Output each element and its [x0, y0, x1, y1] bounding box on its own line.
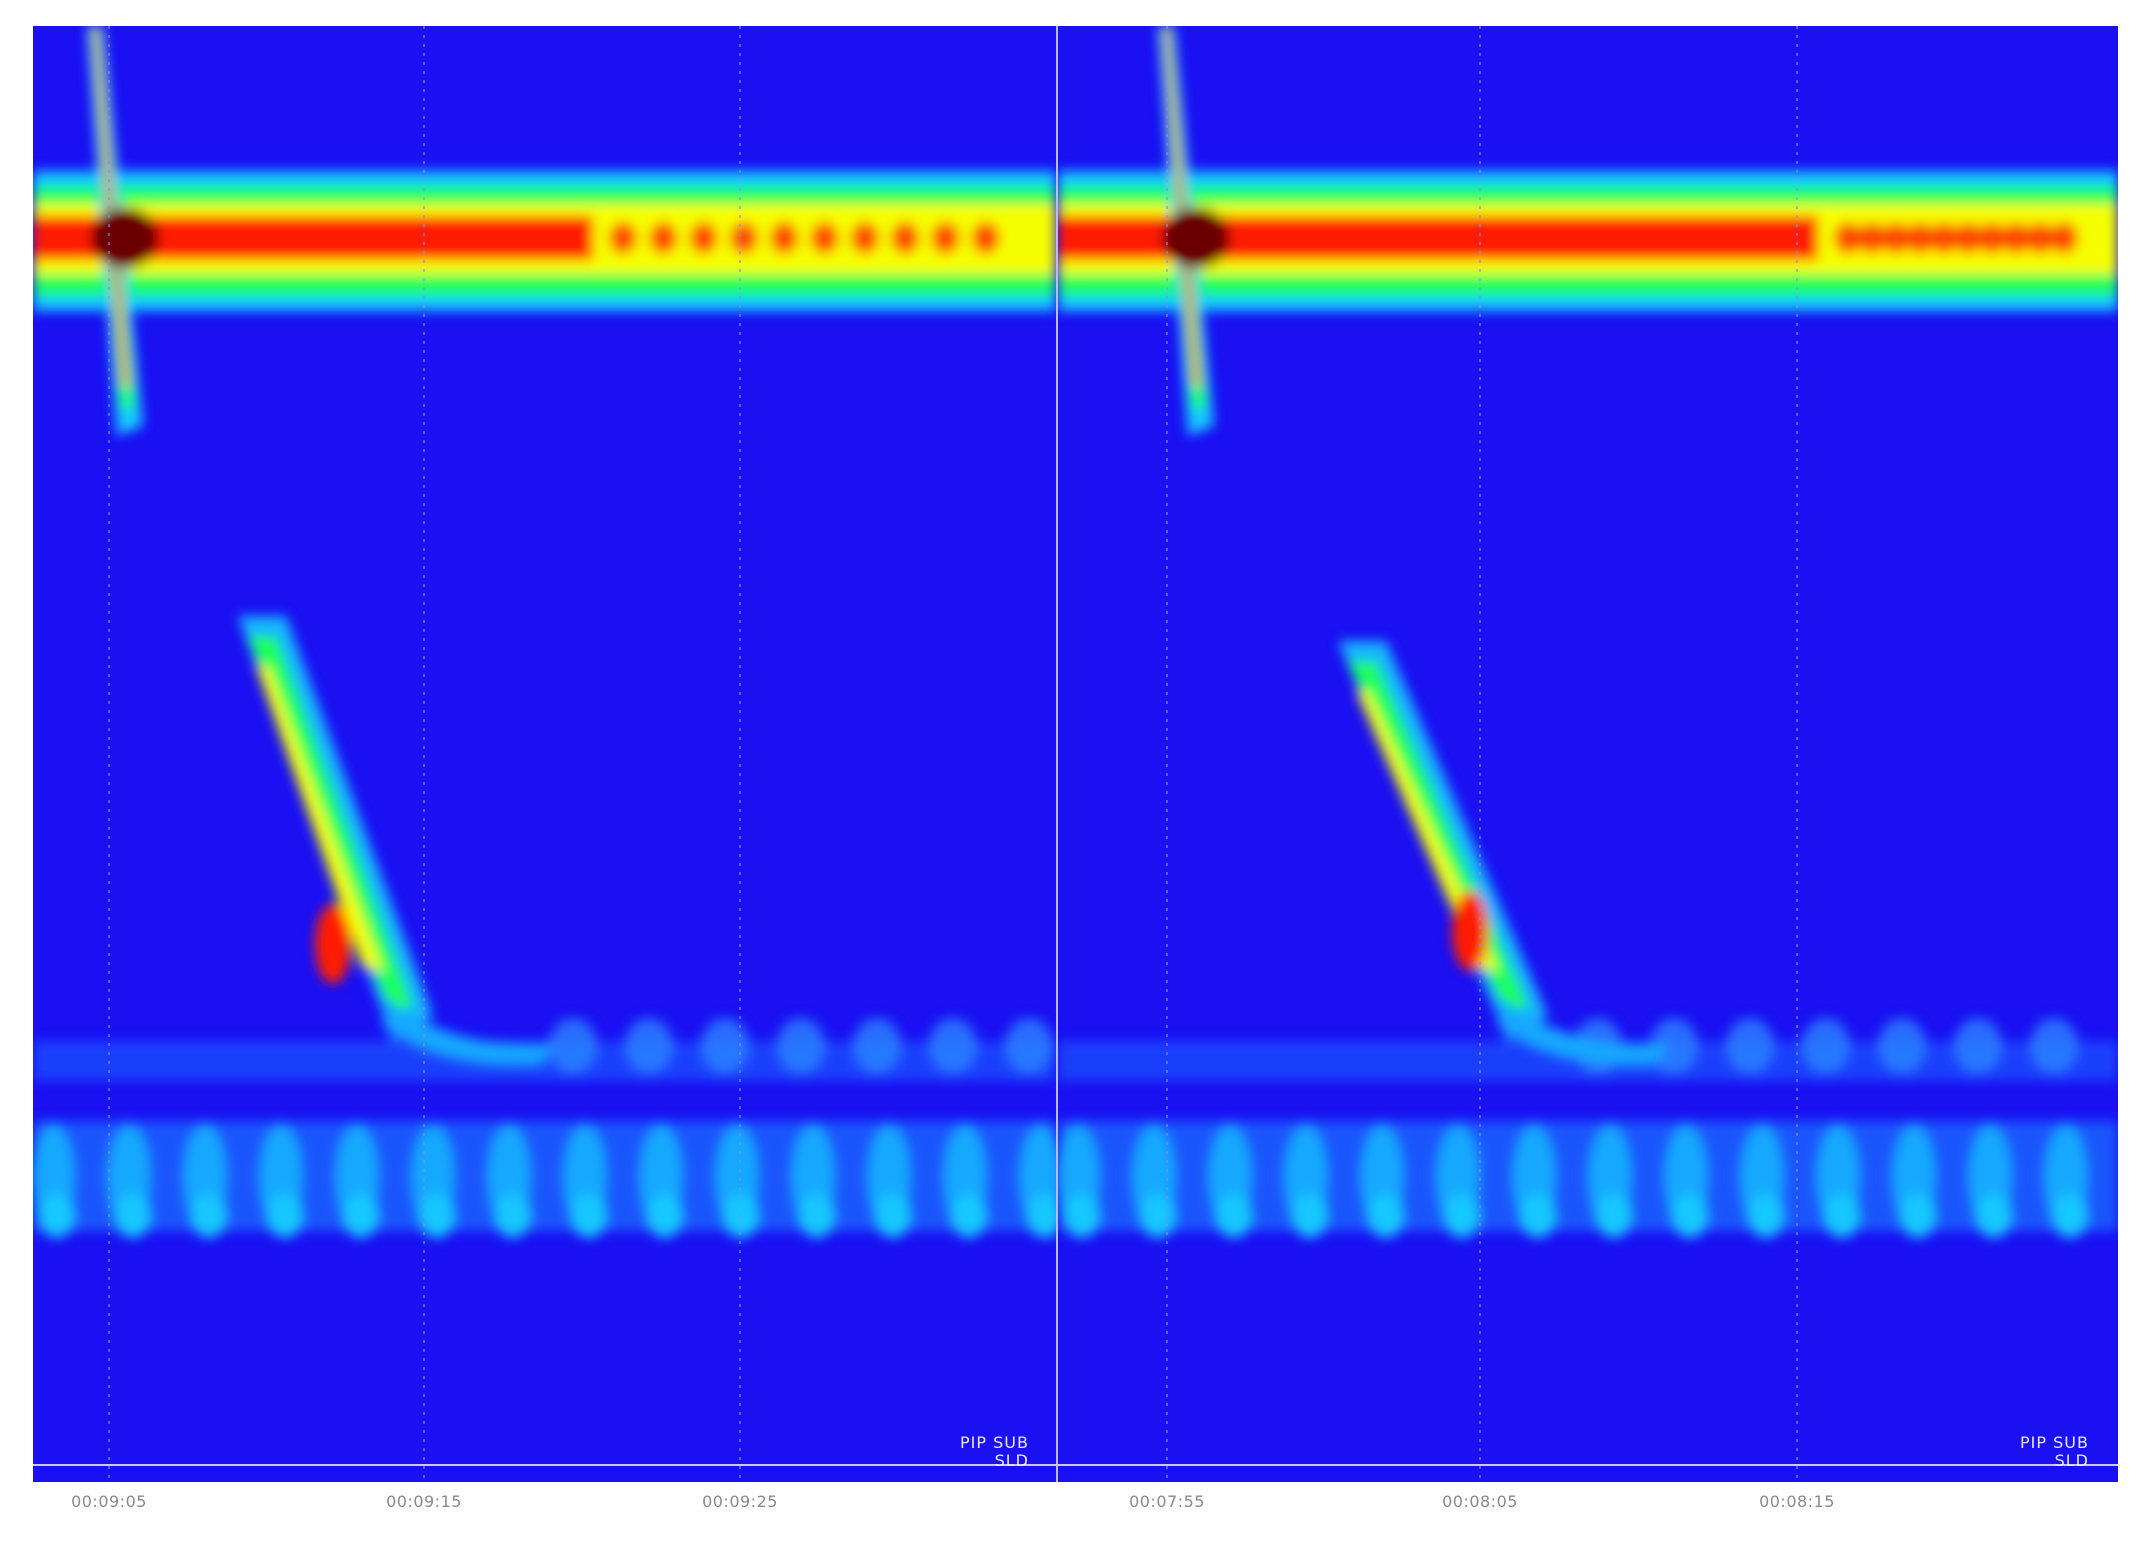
top-band-red-spot — [810, 222, 839, 254]
faint-pulse — [1005, 1018, 1053, 1074]
pulse-core — [647, 1194, 683, 1238]
top-band-red-spot — [1858, 222, 1886, 254]
corner-label-row2: SLD — [994, 1451, 1029, 1470]
time-axis-rule — [33, 1464, 2118, 1466]
pulse-core — [1140, 1194, 1176, 1238]
onset-peak-core — [101, 220, 145, 256]
pulse-core — [1976, 1194, 2012, 1238]
pulse-core — [1596, 1194, 1632, 1238]
faint-pulse — [2030, 1018, 2078, 1074]
top-band-red-spot — [891, 222, 920, 254]
top-band-red-spot — [1954, 222, 1982, 254]
pulse-core — [1292, 1194, 1328, 1238]
spectrogram-panel-left — [33, 26, 1056, 1482]
top-band-red-spot — [1834, 222, 1862, 254]
spectrogram-panel-right — [1058, 26, 2118, 1482]
pulse-core — [267, 1194, 303, 1238]
sweep-hotspot — [1452, 891, 1488, 971]
pulse-core — [191, 1194, 227, 1238]
x-tick-label: 00:07:55 — [1129, 1492, 1205, 1511]
top-band-red-spot — [770, 222, 799, 254]
top-band-red-spot — [649, 222, 678, 254]
onset-spike-core — [93, 26, 129, 386]
corner-labels-left: PIP SUB SLD — [960, 1434, 1029, 1470]
faint-pulse — [625, 1018, 673, 1074]
pulse-core — [1824, 1194, 1860, 1238]
spectrogram-right-plot — [1058, 26, 2118, 1482]
top-band-red-spot — [1882, 222, 1910, 254]
faint-pulse — [929, 1018, 977, 1074]
corner-label-row2: SLD — [2054, 1451, 2089, 1470]
faint-pulse — [777, 1018, 825, 1074]
pulse-core — [115, 1194, 151, 1238]
x-tick-label: 00:09:05 — [71, 1492, 147, 1511]
pulse-core — [419, 1194, 455, 1238]
pulse-core — [1216, 1194, 1252, 1238]
top-band-red-spot — [2050, 222, 2078, 254]
pulse-core — [799, 1194, 835, 1238]
faint-pulse — [701, 1018, 749, 1074]
top-band-red-spot — [2026, 222, 2054, 254]
x-tick-label: 00:08:05 — [1442, 1492, 1518, 1511]
top-band-red-spot — [689, 222, 718, 254]
pulse-core — [1672, 1194, 1708, 1238]
faint-pulse — [1726, 1018, 1774, 1074]
top-band-red-spot — [971, 222, 1000, 254]
top-band-red-spot — [931, 222, 960, 254]
pulse-core — [1064, 1194, 1100, 1238]
x-tick-label: 00:09:15 — [386, 1492, 462, 1511]
faint-pulse — [1802, 1018, 1850, 1074]
faint-pulse — [1878, 1018, 1926, 1074]
faint-pulse — [549, 1018, 597, 1074]
onset-spike-core — [1164, 26, 1200, 386]
spectrogram-detail — [1172, 220, 1216, 256]
pulse-core — [875, 1194, 911, 1238]
sweep-hotspot — [315, 904, 351, 984]
spectrogram-energy — [1058, 26, 2118, 1238]
spectrogram-left-plot — [33, 26, 1056, 1482]
top-band-red-spot — [609, 222, 637, 254]
spectrogram-detail — [101, 220, 145, 256]
pulse-core — [951, 1194, 987, 1238]
pulse-core — [2052, 1194, 2088, 1238]
corner-label-row1: PIP SUB — [2020, 1433, 2089, 1452]
corner-labels-right: PIP SUB SLD — [2020, 1434, 2089, 1470]
pulse-core — [571, 1194, 607, 1238]
onset-peak-core — [1172, 220, 1216, 256]
pulse-core — [495, 1194, 531, 1238]
pulse-core — [1368, 1194, 1404, 1238]
faint-pulse — [1954, 1018, 2002, 1074]
top-band-red-spot — [1906, 222, 1934, 254]
top-band-red-spot — [1930, 222, 1958, 254]
x-tick-label: 00:08:15 — [1759, 1492, 1835, 1511]
corner-label-row1: PIP SUB — [960, 1433, 1029, 1452]
pulse-core — [1900, 1194, 1936, 1238]
top-band-red-spot — [850, 222, 879, 254]
sweep-tail — [383, 996, 553, 1065]
pulse-core — [39, 1194, 75, 1238]
faint-pulse — [853, 1018, 901, 1074]
pulse-core — [1748, 1194, 1784, 1238]
sweep-tail — [1498, 996, 1668, 1065]
pulse-core — [343, 1194, 379, 1238]
pulse-core — [723, 1194, 759, 1238]
top-band-red-spot — [1978, 222, 2006, 254]
pulse-core — [1520, 1194, 1556, 1238]
top-band-red-spot — [729, 222, 758, 254]
pulse-core — [1027, 1194, 1056, 1238]
x-tick-label: 00:09:25 — [702, 1492, 778, 1511]
panel-divider — [1056, 26, 1058, 1482]
faint-pulse — [1650, 1018, 1698, 1074]
pulse-core — [1444, 1194, 1480, 1238]
top-band-red-spot — [2002, 222, 2030, 254]
spectrogram-energy — [33, 26, 1056, 1238]
sweep-yellow — [256, 666, 383, 971]
